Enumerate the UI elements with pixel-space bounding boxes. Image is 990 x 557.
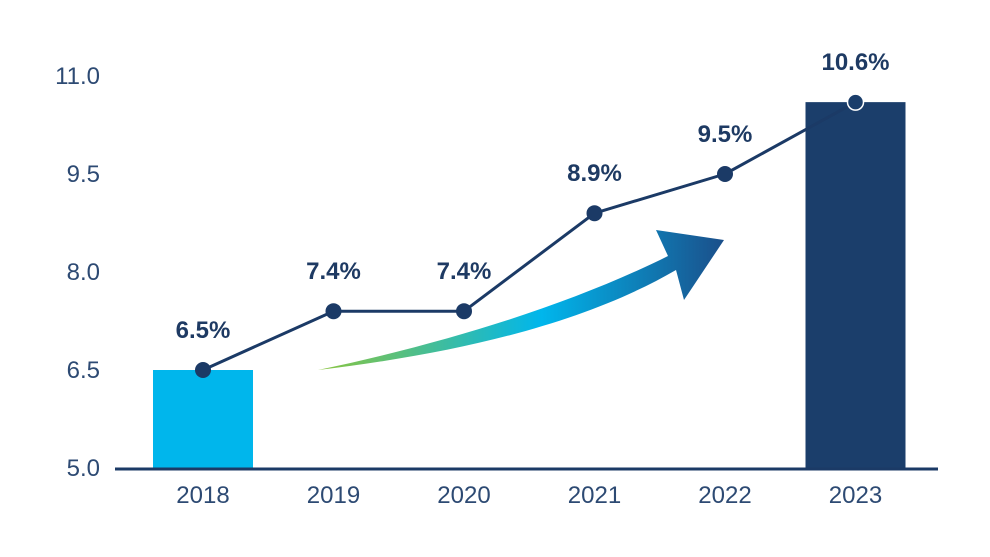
data-point-2018 [195, 362, 211, 378]
bars-layer [153, 102, 906, 468]
data-label-2023: 10.6% [821, 49, 889, 76]
y-tick-label: 6.5 [67, 357, 100, 384]
data-label-2022: 9.5% [698, 121, 753, 148]
labels-layer: 5.0 6.5 8.0 9.5 11.0 2018 2019 2020 2021 2022 2023… [55, 49, 889, 509]
bar-2018 [153, 370, 253, 468]
x-tick-label: 2022 [698, 482, 751, 509]
data-label-2020: 7.4% [437, 258, 492, 285]
data-label-2018: 6.5% [176, 317, 231, 344]
data-label-2021: 8.9% [567, 160, 622, 187]
bar-2023 [805, 102, 906, 468]
line-layer [195, 93, 865, 378]
x-tick-label: 2019 [307, 482, 360, 509]
data-point-2021 [586, 205, 603, 222]
y-tick-label: 8.0 [67, 259, 100, 286]
data-point-2022 [717, 166, 733, 182]
data-point-2023 [846, 93, 865, 111]
y-tick-label: 5.0 [67, 455, 100, 482]
x-tick-label: 2023 [829, 482, 882, 509]
data-label-2019: 7.4% [306, 258, 361, 285]
data-point-2019 [325, 303, 342, 320]
series-line [202, 100, 857, 372]
data-point-2020 [456, 303, 472, 320]
x-tick-label: 2018 [176, 482, 229, 509]
y-tick-label: 9.5 [67, 161, 100, 188]
trend-arrow-icon [318, 230, 724, 370]
x-tick-label: 2020 [437, 482, 490, 509]
x-tick-label: 2021 [568, 482, 621, 509]
y-tick-label: 11.0 [55, 63, 100, 90]
